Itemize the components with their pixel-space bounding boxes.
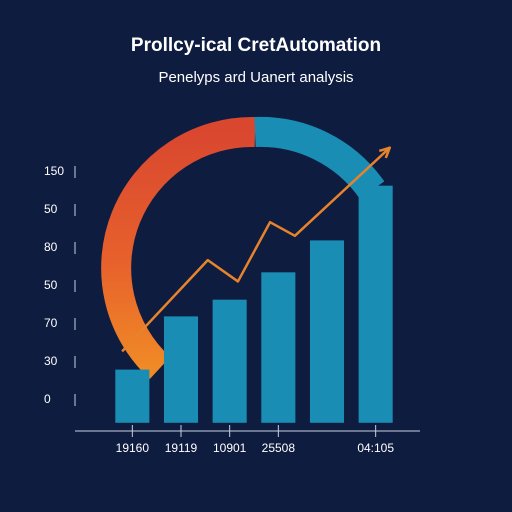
arc-blue <box>254 116 385 199</box>
x-tick-label: 04:105 <box>357 441 394 455</box>
y-tick-label: 50 <box>44 202 58 216</box>
x-tick-label: 19119 <box>165 441 198 455</box>
y-tick-label: 150 <box>44 164 64 178</box>
trend-line <box>121 146 391 353</box>
bar <box>212 299 247 423</box>
y-tick-label: 0 <box>44 392 51 406</box>
y-tick-label: 50 <box>44 278 58 292</box>
bar <box>309 240 345 423</box>
x-tick-label: 10901 <box>213 441 247 455</box>
x-tick-label: 19160 <box>116 441 150 455</box>
y-tick-label: 80 <box>44 240 58 254</box>
decorative-arc <box>101 116 385 380</box>
x-tick-label: 25508 <box>262 441 296 455</box>
trend-arrow-head <box>378 146 392 159</box>
chart-subtitle: Penelyps ard Uanert analysis <box>158 69 353 86</box>
arc-orange <box>101 116 256 380</box>
y-tick-label: 70 <box>44 316 58 330</box>
chart-title: Prollcy-ical CretAutomation <box>131 35 381 56</box>
bar <box>358 185 393 423</box>
bar <box>115 369 150 423</box>
bar <box>261 272 296 423</box>
bar <box>163 316 199 423</box>
y-tick-label: 30 <box>44 354 58 368</box>
